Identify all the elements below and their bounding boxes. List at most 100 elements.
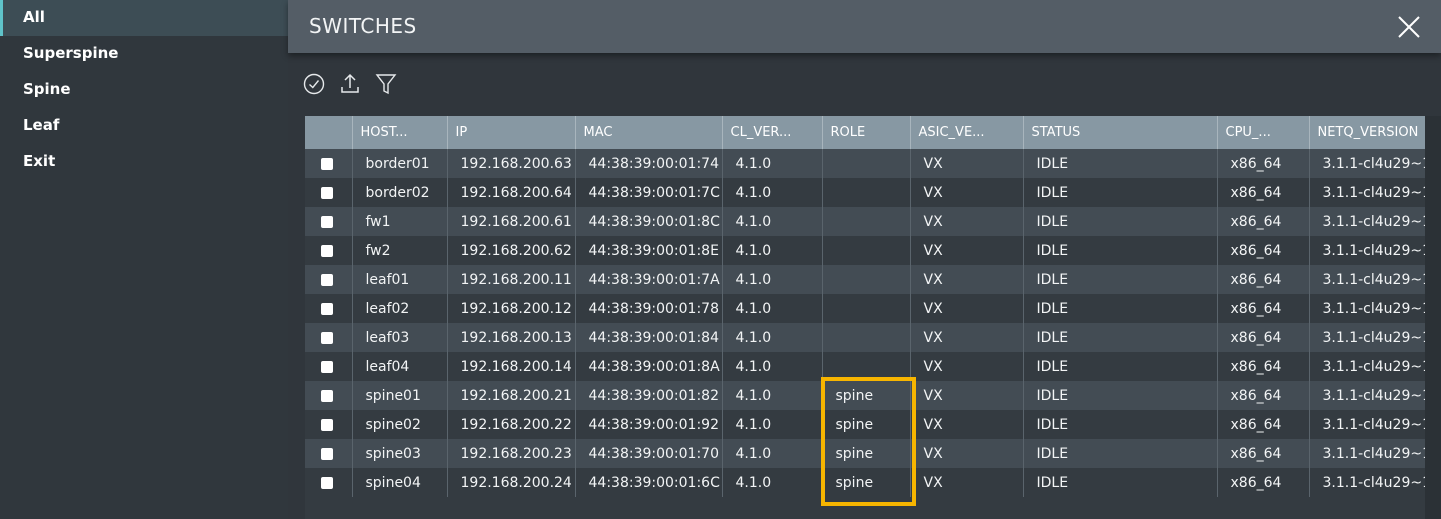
table-cell: 3.1.1-cl4u29~159 — [1309, 352, 1425, 381]
table-cell: 3.1.1-cl4u29~159 — [1309, 468, 1425, 497]
row-checkbox[interactable] — [321, 418, 333, 431]
row-checkbox-cell — [305, 207, 353, 236]
column-header[interactable]: MAC — [575, 116, 723, 149]
column-header[interactable]: HOST... — [352, 116, 448, 149]
table-cell: IDLE — [1023, 439, 1218, 468]
row-checkbox-cell — [305, 439, 353, 468]
row-checkbox-cell — [305, 323, 353, 352]
modal-header: SWITCHES — [288, 0, 1441, 53]
table-cell: spine04 — [352, 468, 448, 497]
column-header[interactable]: ROLE — [822, 116, 911, 149]
row-checkbox[interactable] — [321, 186, 333, 199]
sidebar: All Superspine Spine Leaf Exit — [0, 0, 288, 519]
table-row[interactable]: spine02 192.168.200.22 44:38:39:00:01:92 4.… — [305, 410, 1425, 439]
row-checkbox[interactable] — [321, 476, 333, 489]
table-row[interactable]: border02 192.168.200.64 44:38:39:00:01:7C 4… — [305, 178, 1425, 207]
row-checkbox[interactable] — [321, 447, 333, 460]
table-cell: fw2 — [352, 236, 448, 265]
table-row[interactable]: fw1 192.168.200.61 44:38:39:00:01:8C 4.1.0 V… — [305, 207, 1425, 236]
table-cell: VX — [910, 468, 1024, 497]
table-cell: spine — [822, 410, 911, 439]
table-row[interactable]: leaf01 192.168.200.11 44:38:39:00:01:7A 4.1… — [305, 265, 1425, 294]
table-cell: 44:38:39:00:01:8A — [575, 352, 723, 381]
sidebar-item-spine[interactable]: Spine — [23, 80, 71, 98]
table-cell — [822, 265, 911, 294]
column-header[interactable] — [305, 116, 353, 149]
row-checkbox-cell — [305, 352, 353, 381]
table-cell: leaf02 — [352, 294, 448, 323]
page-title: SWITCHES — [309, 14, 417, 38]
scrollbar[interactable] — [1425, 116, 1441, 519]
table-row[interactable]: leaf04 192.168.200.14 44:38:39:00:01:8A 4.1… — [305, 352, 1425, 381]
table-cell: x86_64 — [1217, 149, 1310, 178]
table-cell: 3.1.1-cl4u29~159 — [1309, 178, 1425, 207]
table-cell: 192.168.200.13 — [447, 323, 576, 352]
table-cell: 4.1.0 — [722, 410, 823, 439]
table-cell: 3.1.1-cl4u29~159 — [1309, 439, 1425, 468]
table-cell: 44:38:39:00:01:92 — [575, 410, 723, 439]
switches-table: HOST... IP MAC CL_VER... ROLE ASIC_VE... STATU… — [305, 116, 1425, 519]
sidebar-item-superspine[interactable]: Superspine — [23, 44, 119, 62]
table-cell: 192.168.200.21 — [447, 381, 576, 410]
table-cell — [822, 149, 911, 178]
table-cell — [822, 294, 911, 323]
row-checkbox[interactable] — [321, 331, 333, 344]
table-cell: IDLE — [1023, 149, 1218, 178]
table-cell: x86_64 — [1217, 468, 1310, 497]
table-cell: 44:38:39:00:01:78 — [575, 294, 723, 323]
upload-icon[interactable] — [339, 72, 361, 96]
table-cell: 192.168.200.24 — [447, 468, 576, 497]
row-checkbox[interactable] — [321, 389, 333, 402]
table-row[interactable]: spine04 192.168.200.24 44:38:39:00:01:6C 4.… — [305, 468, 1425, 497]
filter-icon[interactable] — [375, 72, 397, 96]
table-cell: x86_64 — [1217, 178, 1310, 207]
table-cell: VX — [910, 352, 1024, 381]
table-cell — [822, 352, 911, 381]
table-cell: 44:38:39:00:01:84 — [575, 323, 723, 352]
row-checkbox-cell — [305, 468, 353, 497]
table-row[interactable]: spine03 192.168.200.23 44:38:39:00:01:70 4.… — [305, 439, 1425, 468]
row-checkbox[interactable] — [321, 244, 333, 257]
row-checkbox[interactable] — [321, 157, 333, 170]
table-row[interactable]: leaf03 192.168.200.13 44:38:39:00:01:84 4.1… — [305, 323, 1425, 352]
check-circle-icon[interactable] — [303, 72, 325, 96]
row-checkbox[interactable] — [321, 360, 333, 373]
table-cell: spine02 — [352, 410, 448, 439]
toolbar — [303, 72, 397, 96]
table-cell: 44:38:39:00:01:8C — [575, 207, 723, 236]
column-header[interactable]: CL_VER... — [722, 116, 823, 149]
table-cell: border01 — [352, 149, 448, 178]
table-cell: IDLE — [1023, 381, 1218, 410]
table-row[interactable]: leaf02 192.168.200.12 44:38:39:00:01:78 4.1… — [305, 294, 1425, 323]
table-cell: 4.1.0 — [722, 468, 823, 497]
row-checkbox-cell — [305, 410, 353, 439]
column-header[interactable]: STATUS — [1023, 116, 1218, 149]
sidebar-item-leaf[interactable]: Leaf — [23, 116, 60, 134]
table-cell: IDLE — [1023, 207, 1218, 236]
table-cell: 3.1.1-cl4u29~159 — [1309, 381, 1425, 410]
close-icon[interactable] — [1397, 15, 1421, 39]
row-checkbox[interactable] — [321, 302, 333, 315]
table-row[interactable]: border01 192.168.200.63 44:38:39:00:01:74 4… — [305, 149, 1425, 178]
table-row[interactable]: fw2 192.168.200.62 44:38:39:00:01:8E 4.1.0 V… — [305, 236, 1425, 265]
table-row[interactable]: spine01 192.168.200.21 44:38:39:00:01:82 4.… — [305, 381, 1425, 410]
row-checkbox-cell — [305, 178, 353, 207]
row-checkbox[interactable] — [321, 215, 333, 228]
table-cell: x86_64 — [1217, 236, 1310, 265]
table-cell: VX — [910, 178, 1024, 207]
row-checkbox[interactable] — [321, 273, 333, 286]
table-cell: VX — [910, 294, 1024, 323]
column-header[interactable]: IP — [447, 116, 576, 149]
table-cell: 4.1.0 — [722, 352, 823, 381]
sidebar-item-exit[interactable]: Exit — [23, 152, 56, 170]
table-cell: 4.1.0 — [722, 294, 823, 323]
row-checkbox-cell — [305, 294, 353, 323]
table-cell: 44:38:39:00:01:6C — [575, 468, 723, 497]
column-header[interactable]: NETQ_VERSION — [1309, 116, 1425, 149]
table-cell: spine03 — [352, 439, 448, 468]
table-cell: x86_64 — [1217, 207, 1310, 236]
table-cell: VX — [910, 381, 1024, 410]
sidebar-item-all[interactable]: All — [0, 0, 288, 36]
column-header[interactable]: ASIC_VE... — [910, 116, 1024, 149]
column-header[interactable]: CPU_... — [1217, 116, 1310, 149]
